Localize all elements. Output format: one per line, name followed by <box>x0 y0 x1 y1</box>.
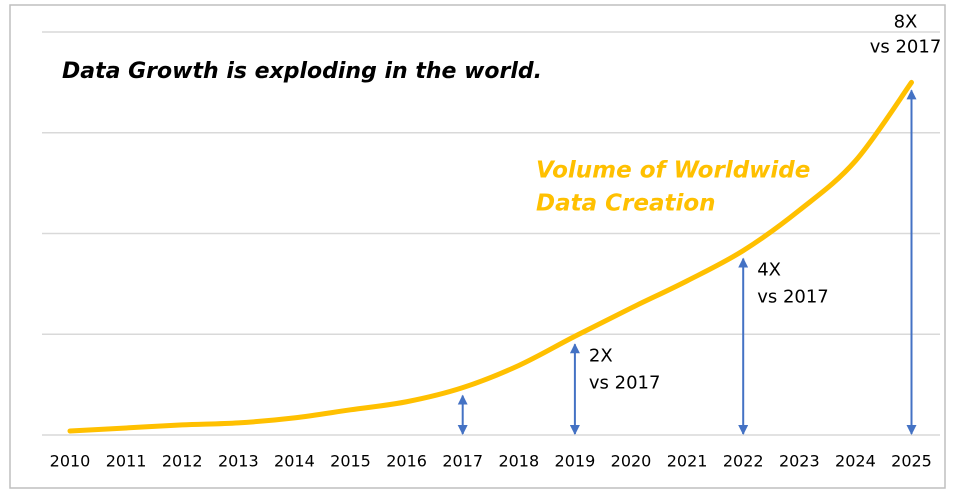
arrow-label: 4X <box>757 260 781 281</box>
x-tick-label: 2014 <box>274 452 315 471</box>
x-tick-label: 2010 <box>50 452 91 471</box>
data-line <box>67 79 914 434</box>
x-tick-label: 2017 <box>442 452 483 471</box>
x-tick-label: 2023 <box>779 452 820 471</box>
x-tick-label: 2012 <box>162 452 203 471</box>
x-tick-label: 2019 <box>555 452 596 471</box>
x-tick-label: 2013 <box>218 452 259 471</box>
chart-title: Data Growth is exploding in the world. <box>62 59 542 84</box>
x-tick-label: 2016 <box>386 452 427 471</box>
arrow-label: vs 2017 <box>589 372 661 393</box>
frame <box>9 4 946 489</box>
arrow-label: vs 2017 <box>757 287 829 308</box>
arrow-label: 8X <box>894 11 918 32</box>
x-tick-label: 2024 <box>835 452 876 471</box>
x-tick-label: 2022 <box>723 452 764 471</box>
series-label: Data Creation <box>536 191 716 217</box>
x-tick-label: 2021 <box>667 452 708 471</box>
arrow-label: vs 2017 <box>870 36 942 57</box>
x-tick-label: 2011 <box>106 452 147 471</box>
x-tick-label: 2020 <box>611 452 652 471</box>
arrow-label: 2X <box>589 345 613 366</box>
x-tick-label: 2015 <box>330 452 371 471</box>
x-tick-label: 2025 <box>891 452 932 471</box>
series-label: Volume of Worldwide <box>536 158 810 184</box>
x-tick-label: 2018 <box>498 452 539 471</box>
